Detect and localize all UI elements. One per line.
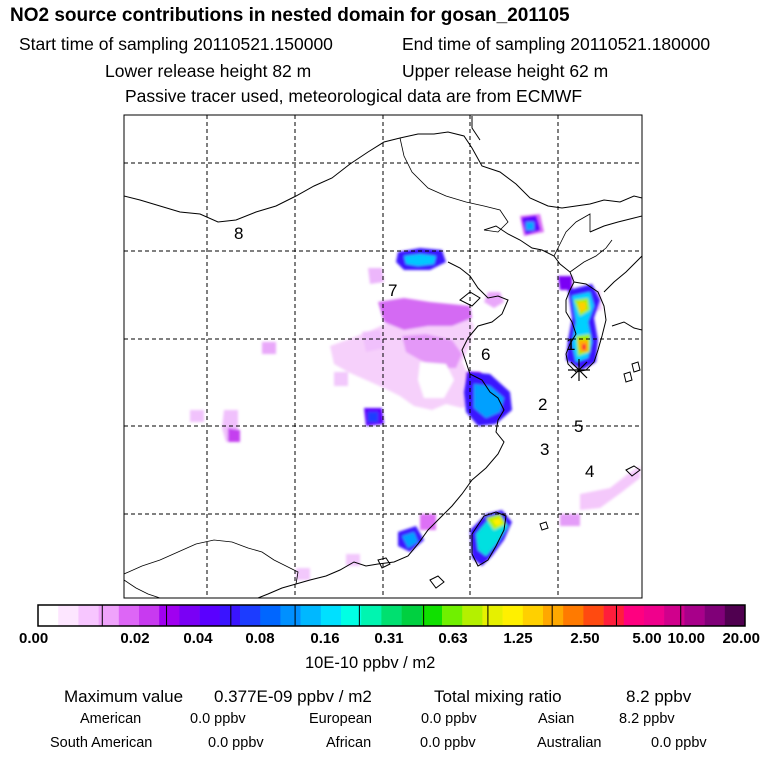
region-value-african: 0.0 ppbv bbox=[420, 735, 476, 751]
colorbar-tick-3: 0.08 bbox=[245, 630, 275, 647]
colorbar-tick-2: 0.04 bbox=[183, 630, 213, 647]
colorbar-swatch bbox=[724, 605, 746, 626]
colorbar-tick-9: 5.00 bbox=[632, 630, 662, 647]
region-name-asian: Asian bbox=[538, 711, 575, 727]
region-label-1: 1 bbox=[566, 335, 575, 354]
colorbar-swatch bbox=[280, 605, 301, 626]
tracer-note: Passive tracer used, meteorological data… bbox=[125, 86, 583, 106]
colorbar-swatch bbox=[199, 605, 221, 626]
region-label-5: 5 bbox=[574, 417, 583, 436]
colorbar-tick-6: 0.63 bbox=[438, 630, 468, 647]
country-borders bbox=[124, 137, 613, 598]
start-sampling-time: Start time of sampling 20110521.150000 bbox=[19, 34, 333, 54]
region-label-3: 3 bbox=[540, 440, 549, 459]
colorbar-swatch bbox=[543, 605, 564, 626]
colorbar-swatch bbox=[219, 605, 241, 626]
end-sampling-time: End time of sampling 20110521.180000 bbox=[402, 34, 711, 54]
colorbar-swatch bbox=[704, 605, 726, 626]
figure-title: NO2 source contributions in nested domai… bbox=[10, 5, 570, 26]
colorbar-swatch bbox=[603, 605, 625, 626]
colorbar-frame bbox=[37, 604, 746, 627]
colorbar-tick-5: 0.31 bbox=[374, 630, 404, 647]
colorbar-swatch bbox=[58, 605, 79, 626]
total-mixing-ratio-label: Total mixing ratio bbox=[434, 687, 562, 706]
map-frame bbox=[123, 114, 643, 599]
region-value-american: 0.0 ppbv bbox=[190, 711, 246, 727]
total-mixing-ratio-value: 8.2 ppbv bbox=[626, 687, 692, 706]
colorbar-swatch bbox=[684, 605, 705, 626]
region-value-australian: 0.0 ppbv bbox=[651, 735, 707, 751]
region-label-6: 6 bbox=[481, 345, 490, 364]
colorbar-tick-7: 1.25 bbox=[503, 630, 533, 647]
colorbar-swatch bbox=[381, 605, 402, 626]
region-name-african: African bbox=[326, 735, 372, 751]
colorbar-swatch bbox=[583, 605, 604, 626]
colorbar-swatch bbox=[78, 605, 99, 626]
region-value-south-american: 0.0 ppbv bbox=[208, 735, 264, 751]
colorbar-swatch bbox=[401, 605, 423, 626]
region-name-south-american: South American bbox=[50, 735, 153, 751]
colorbar-swatch bbox=[522, 605, 544, 626]
colorbar-unit: 10E-10 ppbv / m2 bbox=[305, 654, 436, 672]
colorbar-swatch bbox=[240, 605, 261, 626]
colorbar-swatch bbox=[502, 605, 524, 626]
region-label-2: 2 bbox=[538, 395, 547, 414]
colorbar-swatch bbox=[179, 605, 200, 626]
colorbar-swatch bbox=[482, 605, 503, 626]
colorbar-swatch bbox=[98, 605, 120, 626]
concentration-hotspots bbox=[364, 216, 600, 566]
region-label-7: 7 bbox=[388, 281, 397, 300]
region-value-european: 0.0 ppbv bbox=[421, 711, 477, 727]
colorbar-swatch bbox=[664, 605, 685, 626]
lower-release-height: Lower release height 82 m bbox=[105, 61, 312, 81]
receptor-asterisk bbox=[568, 359, 590, 381]
colorbar-swatch bbox=[421, 605, 443, 626]
colorbar-swatch bbox=[118, 605, 140, 626]
region-value-asian: 8.2 ppbv bbox=[619, 711, 675, 727]
coastlines bbox=[124, 116, 642, 598]
colorbar-tick-4: 0.16 bbox=[310, 630, 340, 647]
colorbar bbox=[37, 604, 746, 627]
max-value: 0.377E-09 ppbv / m2 bbox=[214, 687, 372, 706]
colorbar-swatch bbox=[442, 605, 463, 626]
map-plot-area bbox=[124, 116, 642, 598]
upper-release-height: Upper release height 62 m bbox=[402, 61, 609, 81]
colorbar-tick-1: 0.02 bbox=[120, 630, 150, 647]
graticule bbox=[124, 115, 642, 598]
region-label-8: 8 bbox=[234, 224, 243, 243]
colorbar-swatch bbox=[159, 605, 180, 626]
max-value-label: Maximum value bbox=[64, 687, 184, 706]
region-name-european: European bbox=[309, 711, 372, 727]
colorbar-swatch bbox=[563, 605, 584, 626]
colorbar-tick-0: 0.00 bbox=[19, 630, 49, 647]
colorbar-swatch bbox=[139, 605, 160, 626]
colorbar-swatch bbox=[462, 605, 483, 626]
colorbar-swatch bbox=[623, 605, 645, 626]
colorbar-swatch bbox=[644, 605, 665, 626]
region-label-4: 4 bbox=[585, 462, 594, 481]
colorbar-swatch bbox=[300, 605, 322, 626]
colorbar-tick-8: 2.50 bbox=[570, 630, 600, 647]
region-name-american: American bbox=[80, 711, 142, 727]
colorbar-swatch bbox=[260, 605, 281, 626]
colorbar-tick-10: 10.00 bbox=[667, 630, 705, 647]
colorbar-swatch bbox=[38, 605, 59, 626]
colorbar-tick-11: 20.00 bbox=[722, 630, 760, 647]
colorbar-swatch bbox=[341, 605, 362, 626]
colorbar-swatch bbox=[320, 605, 342, 626]
colorbar-swatch bbox=[361, 605, 382, 626]
region-name-australian: Australian bbox=[537, 735, 602, 751]
